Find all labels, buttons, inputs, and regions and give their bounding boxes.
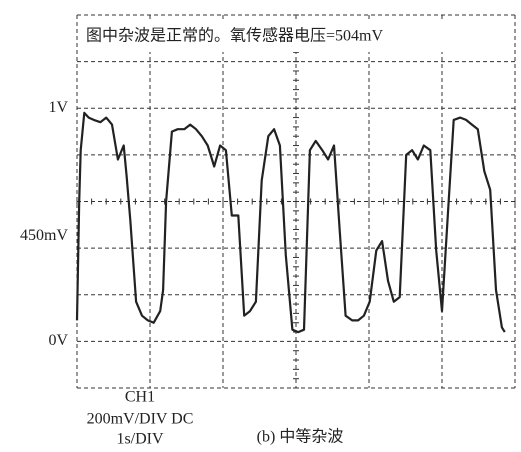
trace [75, 111, 506, 334]
y-tick-label: 450mV [20, 227, 68, 244]
annotation-box [80, 20, 446, 52]
y-tick-label: 0V [48, 332, 68, 349]
caption: (b) 中等杂波 [257, 428, 344, 446]
y-tick-label: 1V [48, 99, 68, 116]
channel-label: CH1 [125, 389, 155, 406]
time-scale: 1s/DIV [116, 431, 164, 448]
annotation: 图中杂波是正常的。氧传感器电压=504mV [86, 27, 383, 45]
vertical-scale: 200mV/DIV DC [87, 411, 194, 428]
